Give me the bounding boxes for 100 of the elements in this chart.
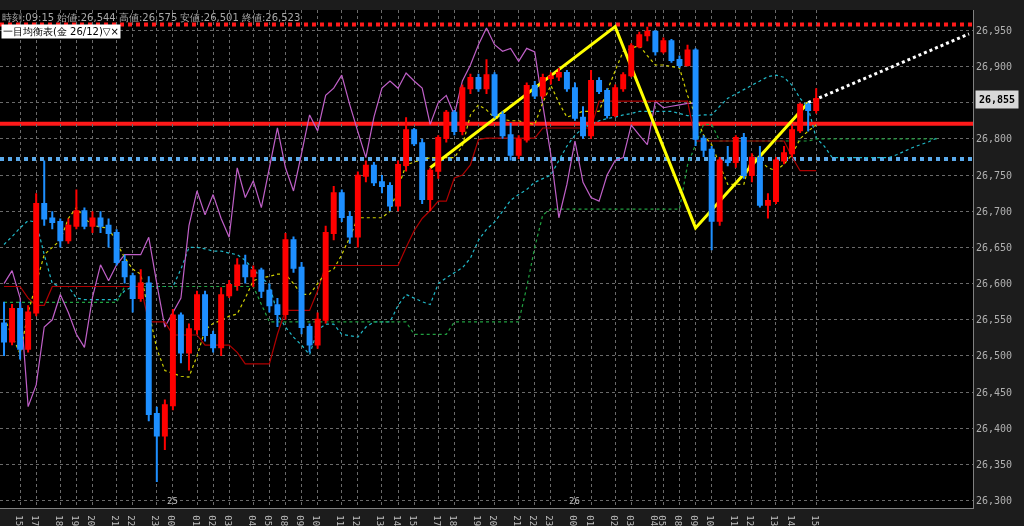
candlestick xyxy=(210,329,217,354)
candlestick xyxy=(1,300,7,357)
line-series xyxy=(3,100,817,365)
candlestick xyxy=(531,79,538,101)
line-series xyxy=(3,74,938,356)
x-tick-label: 19 xyxy=(69,515,80,526)
candlestick xyxy=(161,398,168,452)
x-tick-label: 15 xyxy=(809,515,820,526)
candlestick xyxy=(467,72,474,95)
candlestick xyxy=(105,217,112,249)
candlestick xyxy=(732,134,739,169)
candlestick xyxy=(789,124,796,158)
candlestick xyxy=(177,311,184,365)
candlestick xyxy=(81,206,88,231)
x-tick-label: 12 xyxy=(351,515,362,526)
candlestick xyxy=(620,71,627,93)
candlestick xyxy=(499,110,506,140)
candlestick xyxy=(523,81,530,144)
candlestick xyxy=(805,101,812,133)
y-tick-label: 26,350 xyxy=(976,459,1013,471)
x-tick-label: 11 xyxy=(335,515,346,526)
candlestick xyxy=(25,304,32,354)
annotation: 25 xyxy=(167,496,178,506)
x-tick-label: 00 xyxy=(568,515,579,526)
candlestick xyxy=(740,132,747,180)
x-tick-label: 17 xyxy=(29,515,40,526)
candlestick xyxy=(491,71,498,120)
y-tick-label: 26,900 xyxy=(976,60,1013,72)
candlestick xyxy=(49,210,56,231)
candlestick xyxy=(266,282,273,314)
candlestick xyxy=(604,87,611,120)
candlestick xyxy=(234,257,241,292)
candlestick xyxy=(580,105,586,140)
x-tick-label: 20 xyxy=(488,515,499,526)
x-tick-label: 21 xyxy=(512,515,523,526)
candlestick xyxy=(515,134,522,161)
y-tick-label: 26,800 xyxy=(976,133,1013,145)
candlestick xyxy=(370,161,377,187)
candlestick xyxy=(250,264,257,289)
x-tick-label: 18 xyxy=(447,515,458,526)
candlestick xyxy=(153,405,160,483)
x-tick-label: 22 xyxy=(528,515,539,526)
candlestick xyxy=(596,76,603,95)
candlestick xyxy=(218,286,225,357)
x-tick-label: 03 xyxy=(624,515,635,526)
candlestick xyxy=(427,166,434,213)
line-series xyxy=(3,123,938,335)
candlestick xyxy=(314,311,321,350)
candlestick xyxy=(306,322,313,354)
candlestick xyxy=(612,83,619,119)
x-tick-label: 15 xyxy=(13,515,24,526)
candlestick xyxy=(129,271,136,314)
candlestick xyxy=(483,58,490,95)
candlestick xyxy=(169,307,176,412)
x-tick-label: 23 xyxy=(150,515,161,526)
candlestick xyxy=(338,188,345,224)
annotation: 26 xyxy=(569,496,580,506)
x-tick-label: 12 xyxy=(745,515,756,526)
x-tick-label: 01 xyxy=(584,515,595,526)
candlestick xyxy=(773,155,779,205)
x-tick-label: 08 xyxy=(672,515,683,526)
x-tick-label: 22 xyxy=(126,515,137,526)
x-tick-label: 15 xyxy=(407,515,418,526)
x-tick-label: 10 xyxy=(311,515,322,526)
x-tick-label: 05 xyxy=(262,515,273,526)
candlestick xyxy=(708,145,715,252)
candlestick xyxy=(475,72,482,93)
candlestick xyxy=(194,289,200,336)
candlestick xyxy=(748,152,755,184)
candlestick xyxy=(387,181,393,213)
line-series xyxy=(3,44,817,378)
y-tick-label: 26,650 xyxy=(976,241,1013,253)
candlestick xyxy=(346,210,353,245)
candlestick xyxy=(411,126,418,148)
candlestick xyxy=(137,268,144,303)
candlestick xyxy=(298,260,305,336)
candlestick xyxy=(716,155,723,227)
x-tick-label: 21 xyxy=(110,515,121,526)
x-tick-label: 04 xyxy=(648,515,659,526)
x-tick-label: 10 xyxy=(705,515,716,526)
x-tick-label: 02 xyxy=(608,515,619,526)
x-tick-label: 03 xyxy=(222,515,233,526)
text: 一目均衡表(金 26/12)▽× xyxy=(3,26,119,37)
candlestick xyxy=(435,134,442,180)
candlestick xyxy=(9,302,16,347)
y-tick-label: 26,700 xyxy=(976,205,1013,217)
candlestick xyxy=(724,145,731,168)
candlestick xyxy=(507,121,514,162)
y-tick-label: 26,750 xyxy=(976,169,1013,181)
candlestick xyxy=(756,145,763,209)
candlestick xyxy=(563,69,570,93)
candlestick xyxy=(97,210,104,234)
x-tick-label: 09 xyxy=(689,515,700,526)
x-tick-label: 19 xyxy=(471,515,482,526)
candlestick xyxy=(700,134,707,158)
x-tick-label: 17 xyxy=(431,515,442,526)
candlestick xyxy=(113,228,120,267)
candlestick xyxy=(395,159,402,213)
candlestick xyxy=(764,192,771,220)
y-tick-label: 26,600 xyxy=(976,278,1013,290)
